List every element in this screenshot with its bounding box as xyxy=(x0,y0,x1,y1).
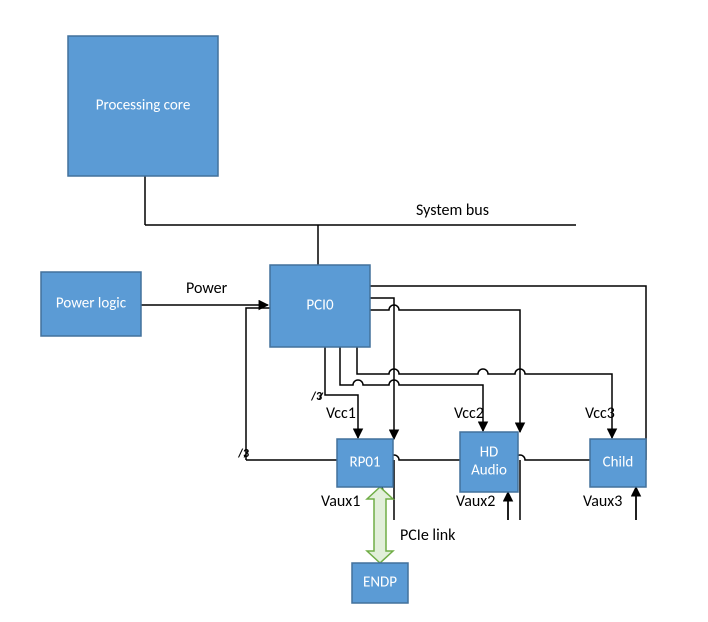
node-label-rp01: RP01 xyxy=(349,454,380,472)
node-child: Child xyxy=(590,439,646,487)
node-label-proc: Processing core xyxy=(96,97,191,115)
label-vcc2: Vcc2 xyxy=(454,404,484,423)
node-endp: ENDP xyxy=(352,563,408,603)
node-proc: Processing core xyxy=(68,36,218,176)
label-vaux3: Vaux3 xyxy=(583,492,622,511)
pcie-link-arrow xyxy=(367,487,393,563)
label-power_lbl: Power xyxy=(186,279,228,298)
node-label-endp: ENDP xyxy=(363,574,397,592)
label-system_bus: System bus xyxy=(416,201,489,220)
node-label-hda: Audio xyxy=(471,462,507,480)
label-vcc3: Vcc3 xyxy=(585,404,615,423)
node-power: Power logic xyxy=(41,272,141,336)
label-slash3a: /3 xyxy=(310,390,322,404)
label-vcc1: Vcc1 xyxy=(326,404,356,423)
label-vaux1: Vaux1 xyxy=(321,492,360,511)
node-label-child: Child xyxy=(603,454,634,472)
label-pcie: PCIe link xyxy=(400,526,456,545)
node-pci0: PCI0 xyxy=(270,265,370,347)
node-label-power: Power logic xyxy=(56,295,127,313)
label-vaux2: Vaux2 xyxy=(456,492,495,511)
node-label-hda: HD xyxy=(480,444,499,462)
label-slash3b: /3 xyxy=(237,447,249,461)
node-label-pci0: PCI0 xyxy=(306,297,334,315)
node-rp01: RP01 xyxy=(337,439,393,487)
node-hda: HDAudio xyxy=(460,432,518,492)
